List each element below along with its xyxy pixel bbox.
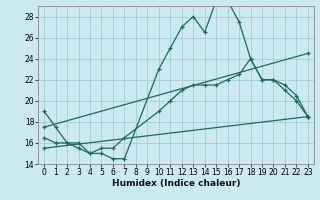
X-axis label: Humidex (Indice chaleur): Humidex (Indice chaleur) [112,179,240,188]
